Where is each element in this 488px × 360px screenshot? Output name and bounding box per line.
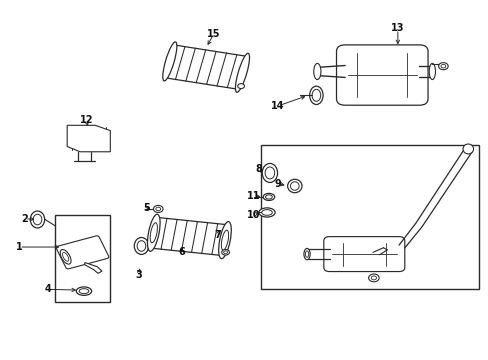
Ellipse shape — [62, 252, 69, 261]
Ellipse shape — [440, 64, 445, 68]
Ellipse shape — [287, 179, 302, 193]
Ellipse shape — [304, 248, 309, 260]
Text: 4: 4 — [44, 284, 51, 294]
Ellipse shape — [221, 230, 228, 250]
Text: 10: 10 — [247, 210, 260, 220]
Ellipse shape — [264, 167, 274, 179]
Ellipse shape — [265, 195, 272, 199]
Ellipse shape — [428, 63, 435, 80]
Ellipse shape — [156, 207, 160, 211]
Ellipse shape — [462, 144, 472, 154]
Ellipse shape — [370, 276, 376, 280]
Ellipse shape — [438, 63, 447, 70]
Text: 3: 3 — [135, 270, 142, 280]
Ellipse shape — [261, 210, 272, 215]
Text: 9: 9 — [274, 179, 281, 189]
Ellipse shape — [76, 287, 91, 295]
Ellipse shape — [147, 214, 160, 251]
Text: 14: 14 — [271, 101, 284, 111]
Ellipse shape — [33, 214, 41, 225]
Ellipse shape — [290, 182, 299, 190]
Ellipse shape — [218, 222, 231, 258]
Ellipse shape — [150, 223, 157, 243]
Ellipse shape — [309, 86, 323, 104]
Ellipse shape — [153, 206, 163, 212]
Ellipse shape — [311, 89, 320, 101]
FancyBboxPatch shape — [323, 237, 404, 271]
Ellipse shape — [60, 249, 71, 264]
Ellipse shape — [221, 249, 229, 255]
Ellipse shape — [263, 193, 274, 201]
Text: 8: 8 — [255, 165, 262, 174]
Text: 15: 15 — [206, 28, 220, 39]
Ellipse shape — [134, 238, 148, 255]
FancyBboxPatch shape — [336, 45, 427, 105]
Bar — [261, 145, 478, 289]
Text: 6: 6 — [179, 247, 185, 257]
Ellipse shape — [237, 84, 244, 89]
Polygon shape — [67, 125, 110, 152]
Text: 13: 13 — [390, 23, 404, 33]
Ellipse shape — [305, 251, 308, 257]
Polygon shape — [84, 262, 102, 273]
Ellipse shape — [223, 251, 227, 254]
Ellipse shape — [30, 211, 44, 228]
Text: 11: 11 — [247, 191, 260, 201]
Ellipse shape — [79, 289, 89, 294]
Ellipse shape — [235, 53, 249, 92]
Ellipse shape — [313, 63, 320, 80]
Ellipse shape — [163, 42, 177, 81]
FancyBboxPatch shape — [56, 236, 109, 269]
Text: 12: 12 — [80, 115, 93, 125]
Text: 5: 5 — [142, 203, 149, 213]
Ellipse shape — [368, 274, 378, 282]
Text: 7: 7 — [214, 230, 221, 240]
Ellipse shape — [262, 163, 277, 183]
Ellipse shape — [137, 241, 145, 251]
Text: 2: 2 — [21, 214, 28, 224]
Bar — [55, 215, 110, 302]
Ellipse shape — [258, 208, 275, 217]
Text: 1: 1 — [16, 242, 22, 252]
